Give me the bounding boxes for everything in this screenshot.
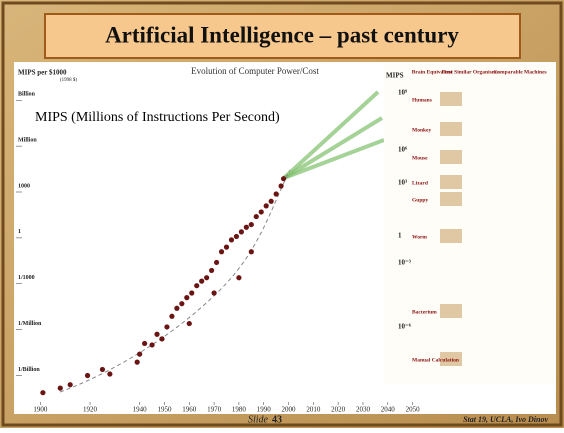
data-point: [159, 336, 164, 341]
data-point: [244, 225, 249, 230]
panel-header: First Similar Organisms: [441, 69, 498, 75]
data-point: [199, 279, 204, 284]
organism-label: Worm: [412, 234, 427, 240]
data-point: [142, 341, 147, 346]
data-point: [274, 191, 279, 196]
data-point: [149, 342, 154, 347]
panel-axis-tick: 10⁶: [398, 146, 407, 154]
organism-label: Lizard: [412, 180, 428, 186]
data-point: [107, 371, 112, 376]
data-point: [214, 260, 219, 265]
organism-label: Bacterium: [412, 309, 437, 315]
data-point: [169, 314, 174, 319]
data-point: [204, 275, 209, 280]
data-point: [189, 290, 194, 295]
data-point: [211, 290, 216, 295]
slide-label: Slide: [248, 414, 269, 425]
x-tick-label: 1970: [207, 406, 222, 414]
slide: Artificial Intelligence – past century E…: [0, 0, 564, 428]
y-axis-note: (1998 $): [60, 78, 77, 83]
organism-picture: [440, 122, 462, 136]
y-tick-label: Million: [18, 138, 37, 144]
slide-title: Artificial Intelligence – past century: [105, 22, 459, 47]
x-tick-label: 2040: [381, 406, 396, 414]
panel-axis-label: MIPS: [386, 72, 404, 80]
panel-axis-tick: 10⁹: [398, 89, 407, 97]
data-point: [100, 367, 105, 372]
panel-axis-tick: 10⁻⁶: [398, 323, 411, 331]
data-point: [278, 183, 283, 188]
data-point: [269, 199, 274, 204]
data-point: [187, 321, 192, 326]
x-tick-label: 1950: [157, 406, 172, 414]
panel-axis-tick: 10³: [398, 179, 407, 187]
y-tick-label: 1: [18, 229, 21, 235]
data-point: [229, 237, 234, 242]
x-tick-label: 2050: [406, 406, 421, 414]
organism-label: Mouse: [412, 155, 428, 161]
data-point: [234, 234, 239, 239]
data-point: [68, 382, 73, 387]
y-axis-label: MIPS per $1000: [18, 69, 67, 77]
data-point: [254, 214, 259, 219]
organism-picture: [440, 229, 462, 243]
organism-label: Monkey: [412, 127, 432, 133]
data-point: [164, 324, 169, 329]
y-tick-label: 1000: [18, 183, 30, 189]
data-point: [174, 306, 179, 311]
organism-label: Manual Calculation: [412, 357, 459, 363]
organism-picture: [440, 175, 462, 189]
x-tick-label: 2010: [306, 406, 321, 414]
annotation: MIPS (Millions of Instructions Per Secon…: [35, 110, 280, 125]
panel-background: [384, 64, 554, 384]
x-tick-label: 2000: [282, 406, 297, 414]
chart-title: Evolution of Computer Power/Cost: [191, 66, 319, 76]
slide-number: 43: [272, 414, 282, 425]
data-point: [58, 386, 63, 391]
y-tick-label: 1/1000: [18, 275, 35, 281]
data-point: [209, 268, 214, 273]
data-point: [239, 229, 244, 234]
panel-axis-tick: 1: [398, 232, 402, 240]
organism-label: Humans: [412, 97, 432, 103]
data-point: [40, 390, 45, 395]
x-tick-label: 1980: [232, 406, 247, 414]
x-tick-label: 2030: [356, 406, 371, 414]
organism-picture: [440, 92, 462, 106]
panel-header: Comparable Machines: [493, 69, 546, 75]
data-point: [194, 283, 199, 288]
organism-label: Guppy: [412, 197, 428, 203]
x-tick-label: 1940: [133, 406, 148, 414]
x-tick-label: 1900: [33, 406, 48, 414]
data-point: [259, 209, 264, 214]
data-point: [154, 332, 159, 337]
organism-picture: [440, 150, 462, 164]
panel-axis-tick: 10⁻³: [398, 259, 411, 267]
x-tick-label: 1920: [83, 406, 98, 414]
data-point: [179, 301, 184, 306]
page: Artificial Intelligence – past century E…: [0, 0, 564, 428]
y-tick-label: 1/Million: [18, 321, 42, 327]
x-tick-label: 2020: [331, 406, 346, 414]
x-tick-label: 1990: [257, 406, 272, 414]
data-point: [236, 275, 241, 280]
data-point: [224, 245, 229, 250]
y-tick-label: 1/Billion: [18, 367, 40, 373]
data-point: [135, 360, 140, 365]
data-point: [281, 176, 286, 181]
data-point: [184, 295, 189, 300]
data-point: [219, 249, 224, 254]
data-point: [85, 373, 90, 378]
y-tick-label: Billion: [18, 92, 36, 98]
x-tick-label: 1960: [182, 406, 197, 414]
data-point: [249, 222, 254, 227]
organism-picture: [440, 304, 462, 318]
data-point: [137, 352, 142, 357]
credit: Stat 19, UCLA, Ivo Dinov: [463, 415, 548, 424]
data-point: [264, 203, 269, 208]
data-point: [249, 249, 254, 254]
organism-picture: [440, 192, 462, 206]
